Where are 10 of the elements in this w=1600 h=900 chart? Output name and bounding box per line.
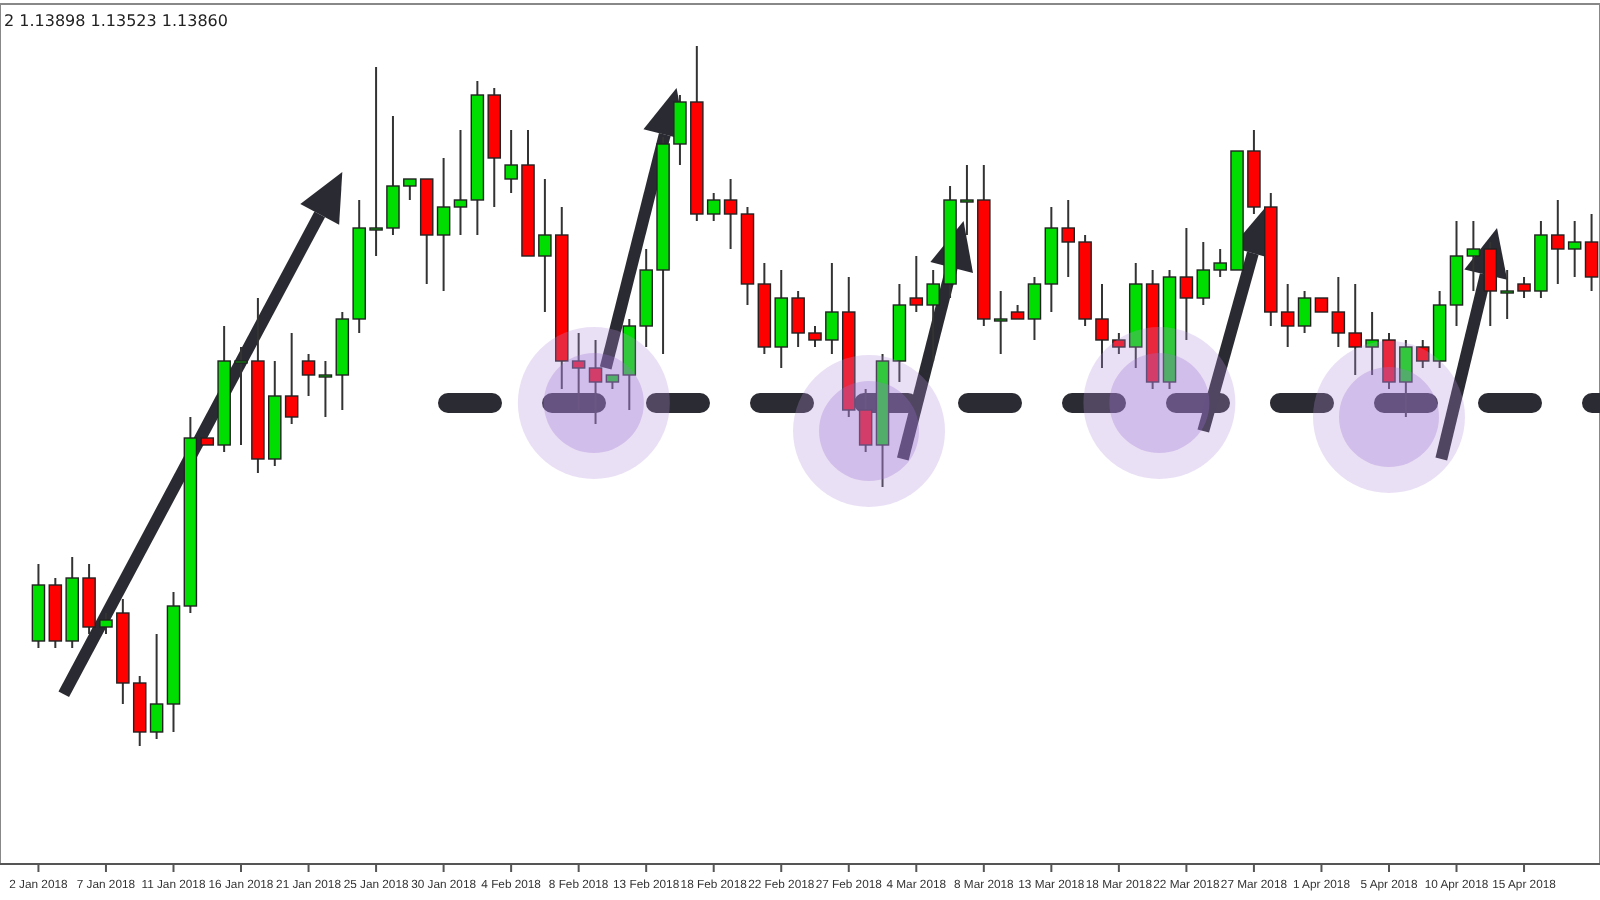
- candlestick: [1179, 227, 1194, 341]
- candlestick: [1584, 213, 1599, 292]
- text: 2 1.13898 1.13523 1.13860: [4, 12, 228, 30]
- candlestick: [723, 178, 738, 250]
- candlestick: [1027, 276, 1042, 341]
- candlestick: [436, 157, 451, 292]
- candlestick: [453, 129, 468, 236]
- candlestick: [318, 360, 333, 418]
- candlestick: [301, 353, 316, 397]
- candlestick: [1297, 290, 1312, 334]
